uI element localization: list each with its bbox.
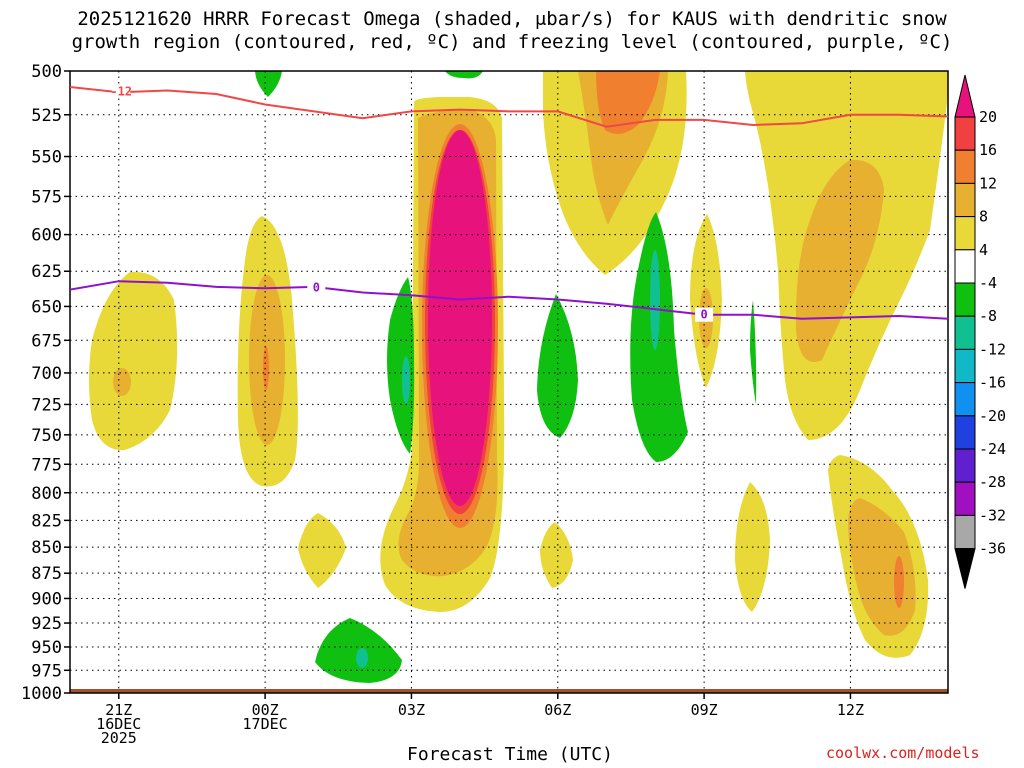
y-tick-label: 650 <box>31 297 62 317</box>
y-tick-label: 550 <box>31 148 62 168</box>
colorbar-label: -36 <box>979 540 1006 558</box>
x-tick-label: 16DEC <box>96 715 141 733</box>
colorbar-label: -28 <box>979 473 1006 491</box>
contour-labels: -12 0 0 <box>110 84 714 322</box>
colorbar-label: 4 <box>979 241 988 259</box>
colorbar-label: 12 <box>979 174 997 192</box>
x-tick-label: 12Z <box>837 701 864 719</box>
colorbar-swatch <box>954 282 976 317</box>
colorbar-swatch <box>954 249 976 284</box>
x-tick-label: 06Z <box>544 701 571 719</box>
colorbar-bottom-arrow <box>954 548 976 589</box>
freezing-level-contour <box>70 280 948 320</box>
omega-shading <box>70 71 948 693</box>
omega-fill-neg8 <box>537 294 578 438</box>
y-tick-label: 925 <box>31 614 62 634</box>
y-tick-label: 525 <box>31 106 62 126</box>
omega-fill-12 <box>263 346 269 390</box>
chart-title: 2025121620 HRRR Forecast Omega (shaded, … <box>0 8 1024 54</box>
contour-label: 0 <box>700 308 707 322</box>
omega-fill-20 <box>428 130 492 506</box>
y-tick-label: 800 <box>31 484 62 504</box>
y-tick-label: 725 <box>31 395 62 415</box>
omega-fill-12 <box>596 71 660 134</box>
omega-fill-4 <box>540 522 573 588</box>
colorbar-swatch <box>954 216 976 251</box>
contour-label-bg <box>112 84 131 99</box>
colorbar-swatch <box>954 481 976 516</box>
chart-grid <box>70 70 948 694</box>
x-tick-label: 00Z <box>252 701 279 719</box>
omega-fill-4 <box>89 271 178 451</box>
omega-fill-neg12 <box>356 648 368 668</box>
omega-fill-neg8 <box>387 277 415 454</box>
contour-label-bg <box>307 280 326 295</box>
y-tick-label: 625 <box>31 262 62 282</box>
colorbar-swatch <box>954 514 976 550</box>
colorbar-swatch <box>954 116 976 151</box>
omega-fill-neg8 <box>445 71 483 79</box>
colorbar-label: -8 <box>979 307 997 325</box>
colorbar-swatch <box>954 315 976 350</box>
y-tick-label: 825 <box>31 511 62 531</box>
y-tick-label: 600 <box>31 226 62 246</box>
y-tick-label: 575 <box>31 187 62 207</box>
y-tick-label: 700 <box>31 364 62 384</box>
y-tick-label: 500 <box>31 62 62 82</box>
contour-label: -12 <box>110 84 132 98</box>
y-tick-label: 750 <box>31 426 62 446</box>
y-tick-label: 950 <box>31 638 62 658</box>
y-tick-label: 900 <box>31 589 62 609</box>
x-axis-label: Forecast Time (UTC) <box>407 744 613 765</box>
x-tick-label: 2025 <box>101 729 137 747</box>
colorbar-label: -16 <box>979 374 1006 392</box>
y-tick-label: 1000 <box>21 684 62 704</box>
omega-fill-neg8 <box>750 300 757 405</box>
x-tick-label: 21Z <box>105 701 132 719</box>
x-tick-label: 03Z <box>398 701 425 719</box>
colorbar-label: -4 <box>979 274 997 292</box>
colorbar-label: -20 <box>979 407 1006 425</box>
colorbar-label: -12 <box>979 340 1006 358</box>
contour-label: 0 <box>313 281 320 295</box>
x-tick-label: 09Z <box>691 701 718 719</box>
colorbar-label: 20 <box>979 108 997 126</box>
colorbar-swatch <box>954 182 976 218</box>
ground-surface <box>70 689 948 693</box>
omega-fill-neg12 <box>650 250 660 350</box>
colorbar-swatch <box>954 348 976 384</box>
omega-fill-neg12 <box>402 356 410 404</box>
omega-fill-neg8 <box>255 71 282 97</box>
omega-colorbar: 20 16 12 8 4 -4 -8 -12 -16 -20 -24 -28 -32 -36 <box>954 74 1006 589</box>
y-tick-label: 850 <box>31 538 62 558</box>
colorbar-swatch <box>954 448 976 483</box>
omega-fill-4 <box>298 513 346 588</box>
omega-fill-8 <box>113 368 131 396</box>
y-tick-label: 975 <box>31 661 62 681</box>
y-axis: 500 525 550 575 600 625 650 675 700 725 750 775 800 8… <box>21 62 70 704</box>
plot-frame <box>69 70 949 694</box>
x-tick-label: 17DEC <box>243 715 288 733</box>
colorbar-swatch <box>954 149 976 184</box>
colorbar-label: -24 <box>979 440 1006 458</box>
omega-fill-8 <box>795 159 884 362</box>
contour-label-bg <box>695 307 714 322</box>
colorbar-label: 8 <box>979 208 988 226</box>
colorbar-label: 16 <box>979 141 997 159</box>
y-tick-label: 775 <box>31 455 62 475</box>
colorbar-swatch <box>954 415 976 450</box>
colorbar-top-arrow <box>954 74 976 118</box>
title-line-1: 2025121620 HRRR Forecast Omega (shaded, … <box>77 8 947 30</box>
omega-fill-neg8 <box>630 212 688 462</box>
omega-fill-12 <box>894 556 904 608</box>
colorbar-swatch <box>954 382 976 417</box>
y-tick-label: 675 <box>31 331 62 351</box>
title-line-2: growth region (contoured, red, ºC) and f… <box>71 31 953 53</box>
y-tick-label: 875 <box>31 564 62 584</box>
source-credit: coolwx.com/models <box>826 744 980 762</box>
colorbar-label: -32 <box>979 506 1006 524</box>
dendritic-growth-contour <box>70 86 948 128</box>
